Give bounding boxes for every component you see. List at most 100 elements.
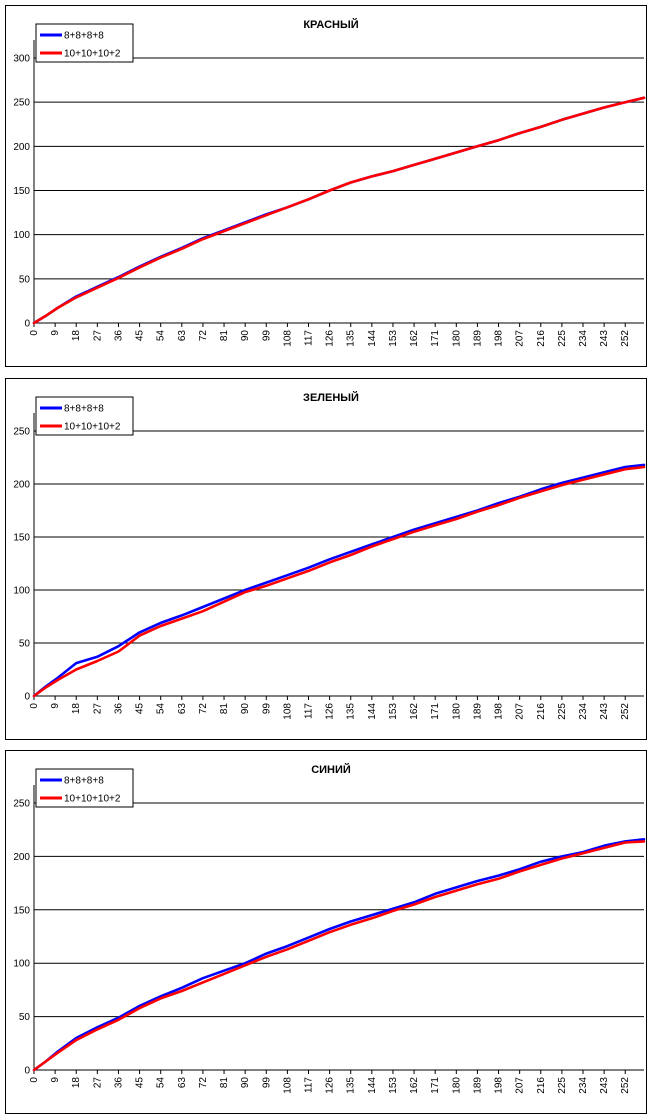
x-tick-label: 198 — [494, 330, 505, 347]
x-tick-label: 171 — [430, 703, 441, 720]
x-tick-label: 225 — [557, 330, 568, 347]
x-tick-label: 162 — [409, 1077, 420, 1094]
y-tick-label: 50 — [19, 1012, 31, 1023]
legend: 8+8+8+8 10+10+10+2 — [35, 396, 134, 436]
series-line-red — [32, 465, 646, 698]
x-tick-label: 234 — [578, 1077, 589, 1094]
y-tick-label: 100 — [13, 586, 30, 597]
x-tick-label: 54 — [156, 1077, 167, 1089]
x-tick-label: 234 — [578, 330, 589, 347]
x-tick-label: 36 — [113, 703, 124, 715]
x-tick-label: 0 — [29, 703, 40, 709]
x-tick-label: 108 — [282, 703, 293, 720]
series-line-blue — [32, 463, 646, 698]
x-tick-label: 171 — [430, 1077, 441, 1094]
x-tick-label: 72 — [198, 330, 209, 342]
legend-box — [35, 396, 134, 436]
y-tick-label: 150 — [13, 533, 30, 544]
x-tick-label: 243 — [599, 330, 610, 347]
x-tick-label: 243 — [599, 1077, 610, 1094]
x-tick-label: 162 — [409, 330, 420, 347]
x-tick-label: 126 — [325, 330, 336, 347]
x-tick-label: 18 — [71, 330, 82, 342]
x-tick-label: 108 — [282, 330, 293, 347]
x-tick-label: 117 — [304, 703, 315, 719]
chart-svg-red: КРАСНЫЙ 0 50 100 150 200 250 300 0 9 18 27 36 45 54 63 7… — [13, 18, 646, 347]
x-tick-label: 135 — [346, 330, 357, 347]
x-tick-label: 207 — [515, 703, 526, 720]
x-tick-label: 9 — [50, 1077, 61, 1083]
x-tick-label: 45 — [135, 1077, 146, 1089]
x-tick-label: 126 — [325, 1077, 336, 1094]
x-tick-label: 72 — [198, 703, 209, 715]
x-tick-label: 9 — [50, 703, 61, 709]
x-tick-label: 171 — [430, 330, 441, 347]
x-tick-label: 45 — [135, 703, 146, 715]
x-tick-label: 18 — [71, 1077, 82, 1089]
x-tick-label: 225 — [557, 703, 568, 720]
x-tick-label: 135 — [346, 1077, 357, 1094]
x-tick-label: 9 — [50, 330, 61, 336]
legend-label: 8+8+8+8 — [64, 404, 104, 415]
x-tick-label: 27 — [92, 1077, 103, 1089]
x-tick-label: 252 — [620, 1077, 631, 1094]
x-tick-label: 81 — [219, 703, 230, 715]
chart-panel-green: ЗЕЛЕНЫЙ 0 50 100 150 200 250 0 9 18 27 36 45 54 63 72 81… — [5, 378, 647, 740]
x-tick-label: 117 — [304, 1077, 315, 1093]
y-tick-label: 200 — [13, 142, 30, 153]
y-tick-label: 100 — [13, 959, 30, 970]
legend-label: 8+8+8+8 — [64, 31, 104, 42]
legend-box — [35, 768, 134, 808]
chart-title: КРАСНЫЙ — [303, 18, 358, 31]
x-tick-label: 81 — [219, 330, 230, 342]
x-tick-label: 180 — [451, 1077, 462, 1094]
legend-label: 10+10+10+2 — [64, 49, 121, 60]
y-tick-label: 250 — [13, 427, 30, 438]
x-tick-label: 54 — [156, 330, 167, 342]
x-tick-label: 198 — [494, 703, 505, 720]
series-line-red — [32, 96, 646, 325]
x-tick-label: 99 — [261, 1077, 272, 1089]
x-tick-label: 252 — [620, 703, 631, 720]
x-tick-label: 216 — [536, 703, 547, 720]
chart-title: ЗЕЛЕНЫЙ — [303, 391, 359, 404]
x-tick-label: 207 — [515, 330, 526, 347]
series-line-red — [32, 840, 646, 1072]
y-tick-label: 150 — [13, 905, 30, 916]
x-tick-label: 36 — [113, 1077, 124, 1089]
legend: 8+8+8+8 10+10+10+2 — [35, 768, 134, 808]
x-tick-label: 36 — [113, 330, 124, 342]
legend-label: 8+8+8+8 — [64, 776, 104, 787]
y-tick-label: 0 — [24, 319, 30, 330]
x-tick-label: 135 — [346, 703, 357, 720]
y-tick-label: 100 — [13, 230, 30, 241]
x-tick-label: 144 — [367, 703, 378, 720]
x-tick-label: 63 — [177, 330, 188, 342]
y-tick-label: 200 — [13, 480, 30, 491]
chart-panel-blue: СИНИЙ 0 50 100 150 200 250 0 9 18 27 36 45 54 63 72 81 90… — [5, 750, 647, 1114]
chart-title: СИНИЙ — [311, 763, 351, 776]
y-tick-label: 0 — [24, 692, 30, 703]
x-tick-label: 72 — [198, 1077, 209, 1089]
x-tick-label: 108 — [282, 1077, 293, 1094]
x-tick-label: 225 — [557, 1077, 568, 1094]
x-tick-label: 216 — [536, 1077, 547, 1094]
x-tick-label: 189 — [472, 1077, 483, 1094]
x-tick-label: 0 — [29, 330, 40, 336]
y-tick-label: 250 — [13, 799, 30, 810]
x-tick-label: 234 — [578, 703, 589, 720]
y-tick-label: 300 — [13, 54, 30, 65]
x-tick-label: 189 — [472, 703, 483, 720]
x-tick-label: 45 — [135, 330, 146, 342]
x-tick-label: 162 — [409, 703, 420, 720]
y-tick-label: 50 — [19, 639, 31, 650]
series-line-blue — [32, 838, 646, 1072]
y-tick-label: 0 — [24, 1066, 30, 1077]
x-tick-label: 90 — [240, 703, 251, 715]
x-tick-label: 180 — [451, 330, 462, 347]
chart-svg-blue: СИНИЙ 0 50 100 150 200 250 0 9 18 27 36 45 54 63 72 81 90… — [13, 763, 646, 1094]
y-tick-label: 150 — [13, 186, 30, 197]
legend-label: 10+10+10+2 — [64, 422, 121, 433]
x-tick-label: 18 — [71, 703, 82, 715]
x-tick-label: 153 — [388, 330, 399, 347]
